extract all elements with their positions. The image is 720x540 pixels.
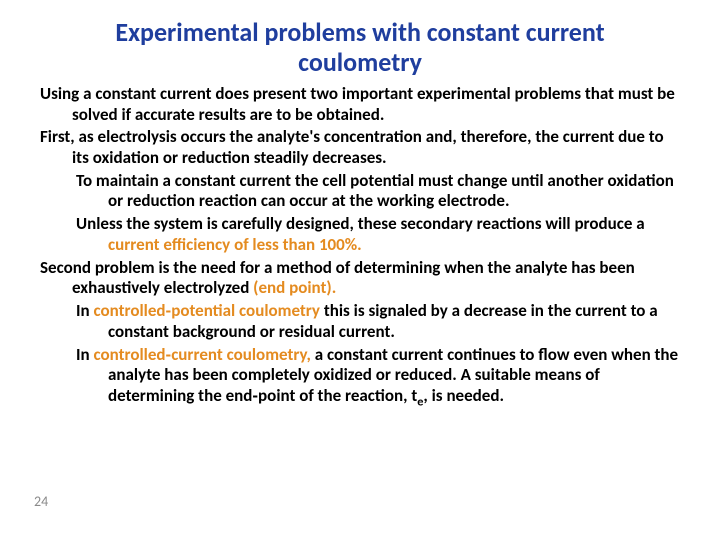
page-number: 24 [34,493,48,510]
paragraph-5: Second problem is the need for a method … [40,258,680,299]
title-line-2: coulometry [298,46,422,78]
paragraph-1: Using a constant current does present tw… [40,84,680,125]
text: , is [423,385,442,406]
text: Second problem is the need for a method … [40,257,567,278]
paragraph-2: First, as electrolysis occurs the analyt… [40,127,680,168]
text: this is signaled by a decrease in the [324,300,572,321]
accent-text: controlled‑potential coulometry [94,300,324,321]
slide-title: Experimental problems with constant curr… [40,18,680,78]
text: needed. [446,385,504,406]
accent-text: controlled‑current coulometry, [94,344,315,365]
accent-text: (end point). [253,277,336,298]
accent-text: current efficiency of less than 100%. [108,234,362,255]
text: Unless the system is carefully designed,… [76,213,571,234]
text: electrode. [438,190,510,211]
slide: Experimental problems with constant curr… [0,0,720,540]
text: First, as electrolysis occurs the analyt… [40,126,559,147]
text: a constant current continues to flow [315,344,570,365]
slide-body: Using a constant current does present tw… [40,84,680,411]
paragraph-4: Unless the system is carefully designed,… [40,214,680,255]
text: produce a [574,213,644,234]
paragraph-6: In controlled‑potential coulometry this … [40,301,680,342]
title-line-1: Experimental problems with constant curr… [115,16,604,48]
paragraph-7: In controlled‑current coulometry, a cons… [40,345,680,411]
text: In [76,344,94,365]
text: Using a constant current does present tw… [40,83,511,104]
paragraph-3: To maintain a constant current the cell … [40,171,680,212]
text: To maintain a constant current the cell … [76,170,544,191]
text: In [76,300,94,321]
